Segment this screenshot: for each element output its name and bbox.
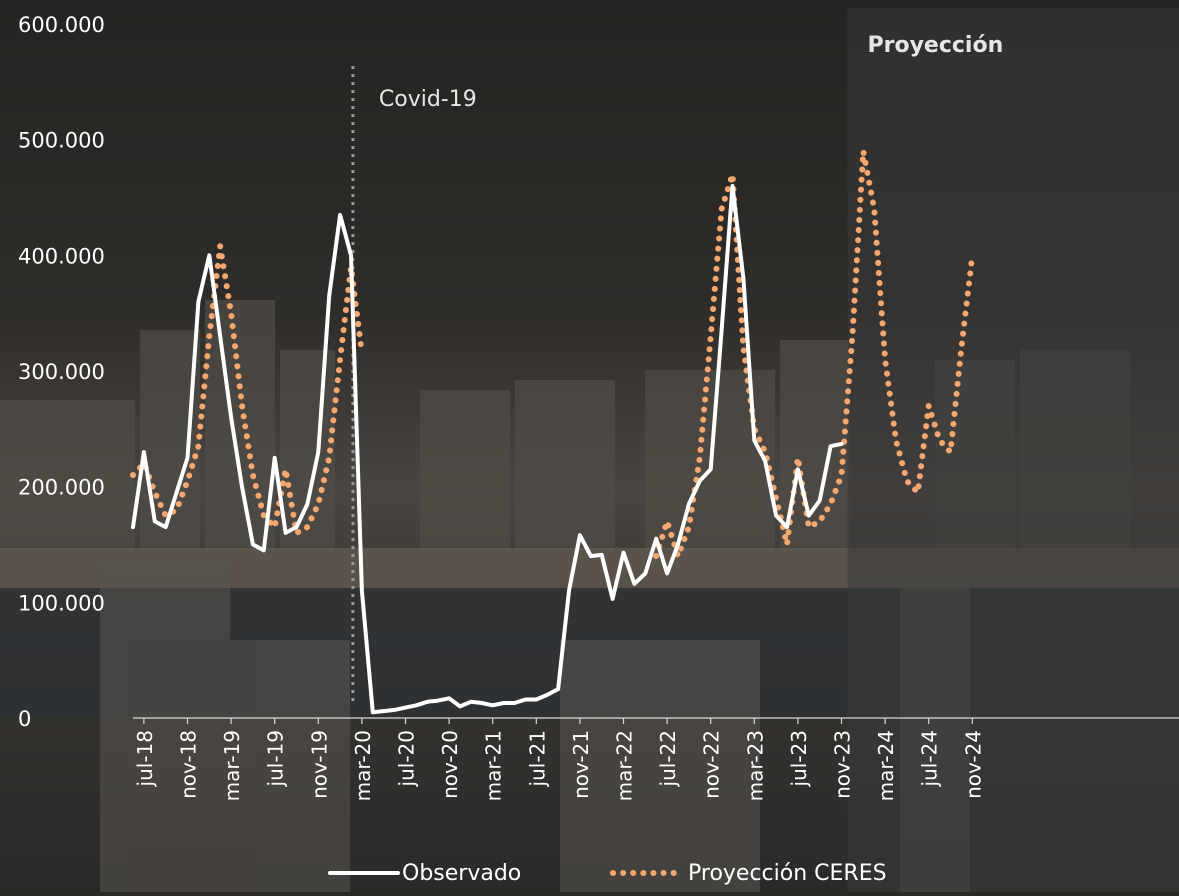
- y-tick-label: 300.000: [18, 360, 105, 384]
- y-tick-label: 500.000: [18, 129, 105, 153]
- x-tick-label: mar-22: [613, 730, 637, 801]
- x-tick-label: jul-19: [264, 730, 288, 787]
- x-tick-label: jul-20: [395, 730, 419, 787]
- x-tick-label: mar-20: [351, 730, 375, 801]
- x-tick-label: nov-23: [831, 730, 855, 799]
- projection-label: Proyección: [868, 33, 1004, 58]
- x-tick-label: mar-19: [220, 730, 244, 801]
- x-tick-label: jul-21: [525, 730, 549, 787]
- x-tick-label: nov-21: [569, 730, 593, 799]
- x-tick-label: mar-24: [874, 730, 898, 801]
- x-tick-label: jul-23: [787, 730, 811, 787]
- covid-label: Covid-19: [379, 87, 477, 112]
- x-tick-label: nov-22: [700, 730, 724, 799]
- y-tick-label: 200.000: [18, 476, 105, 500]
- y-tick-label: 400.000: [18, 244, 105, 268]
- legend-label-observado: Observado: [402, 861, 521, 886]
- x-tick-label: mar-23: [743, 730, 767, 801]
- x-tick-label: nov-20: [438, 730, 462, 799]
- legend-label-proyeccion: Proyección CERES: [688, 861, 887, 886]
- x-tick-label: jul-24: [918, 730, 942, 787]
- x-tick-label: nov-18: [177, 730, 201, 799]
- x-tick-label: mar-21: [482, 730, 506, 801]
- x-tick-label: nov-19: [307, 730, 331, 799]
- x-tick-label: jul-22: [656, 730, 680, 787]
- y-tick-label: 0: [18, 707, 31, 731]
- x-tick-label: jul-18: [133, 730, 157, 787]
- x-tick-label: nov-24: [961, 730, 985, 799]
- y-tick-label: 600.000: [18, 13, 105, 37]
- y-tick-label: 100.000: [18, 591, 105, 615]
